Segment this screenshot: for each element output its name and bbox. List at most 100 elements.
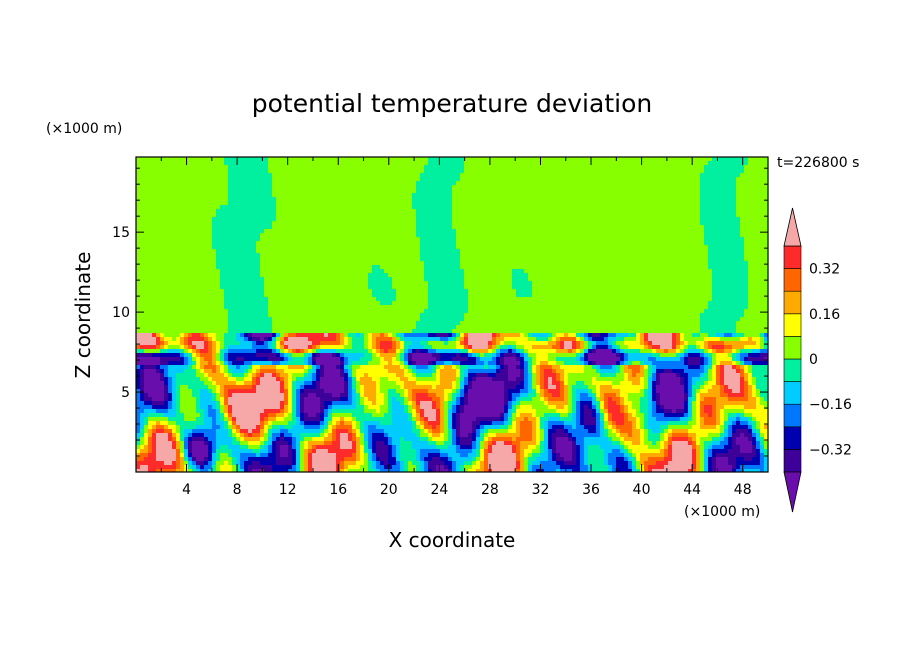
field-cell [632,165,637,170]
field-cell [380,189,385,194]
field-cell [432,237,437,242]
field-cell [624,253,629,258]
field-cell [656,185,661,190]
field-cell [492,209,497,214]
field-cell [464,173,469,178]
field-cell [672,253,677,258]
field-cell [220,261,225,266]
field-cell [348,217,353,222]
field-cell [184,197,189,202]
field-cell [304,229,309,234]
field-cell [392,265,397,270]
field-cell [736,177,741,182]
field-cell [232,205,237,210]
field-cell [180,217,185,222]
field-cell [192,273,197,278]
field-cell [368,169,373,174]
field-cell [456,193,461,198]
field-cell [708,241,713,246]
field-cell [304,257,309,262]
field-cell [148,201,153,206]
field-cell [480,241,485,246]
field-cell [152,165,157,170]
field-cell [540,193,545,198]
field-cell [216,221,221,226]
field-cell [692,205,697,210]
field-cell [228,217,233,222]
field-cell [712,261,717,266]
field-cell [752,213,757,218]
field-cell [176,161,181,166]
field-cell [736,269,741,274]
field-cell [764,277,768,282]
field-cell [472,209,477,214]
field-cell [528,205,533,210]
field-cell [568,229,573,234]
field-cell [344,169,349,174]
field-cell [256,257,261,262]
field-cell [644,257,649,262]
field-cell [600,177,605,182]
field-cell [368,257,373,262]
field-cell [580,181,585,186]
field-cell [296,213,301,218]
field-cell [268,273,273,278]
field-cell [652,249,657,254]
field-cell [420,165,425,170]
field-cell [152,281,157,286]
field-cell [252,193,257,198]
field-cell [256,269,261,274]
field-cell [520,189,525,194]
field-cell [388,237,393,242]
field-cell [236,253,241,258]
field-cell [712,189,717,194]
field-cell [264,173,269,178]
field-cell [488,233,493,238]
field-cell [644,181,649,186]
field-cell [692,265,697,270]
field-cell [760,245,765,250]
field-cell [360,257,365,262]
field-cell [724,221,729,226]
field-cell [364,189,369,194]
field-cell [260,205,265,210]
field-cell [564,217,569,222]
field-cell [248,237,253,242]
field-cell [516,245,521,250]
field-cell [372,189,377,194]
field-cell [344,265,349,270]
field-cell [428,217,433,222]
field-cell [420,189,425,194]
field-cell [724,257,729,262]
field-cell [372,201,377,206]
field-cell [672,213,677,218]
field-cell [688,209,693,214]
field-cell [544,277,549,282]
field-cell [404,161,409,166]
field-cell [652,257,657,262]
field-cell [688,169,693,174]
field-cell [704,177,709,182]
field-cell [576,197,581,202]
field-cell [508,157,513,162]
field-cell [488,213,493,218]
field-cell [284,177,289,182]
field-cell [172,173,177,178]
field-cell [660,217,665,222]
field-cell [500,217,505,222]
field-cell [440,233,445,238]
field-cell [456,261,461,266]
field-cell [680,193,685,198]
field-cell [408,241,413,246]
field-cell [400,281,405,286]
field-cell [752,221,757,226]
field-cell [696,237,701,242]
field-cell [504,185,509,190]
field-cell [636,245,641,250]
field-cell [448,241,453,246]
field-cell [740,257,745,262]
field-cell [632,193,637,198]
field-cell [308,165,313,170]
field-cell [644,253,649,258]
field-cell [684,157,689,162]
